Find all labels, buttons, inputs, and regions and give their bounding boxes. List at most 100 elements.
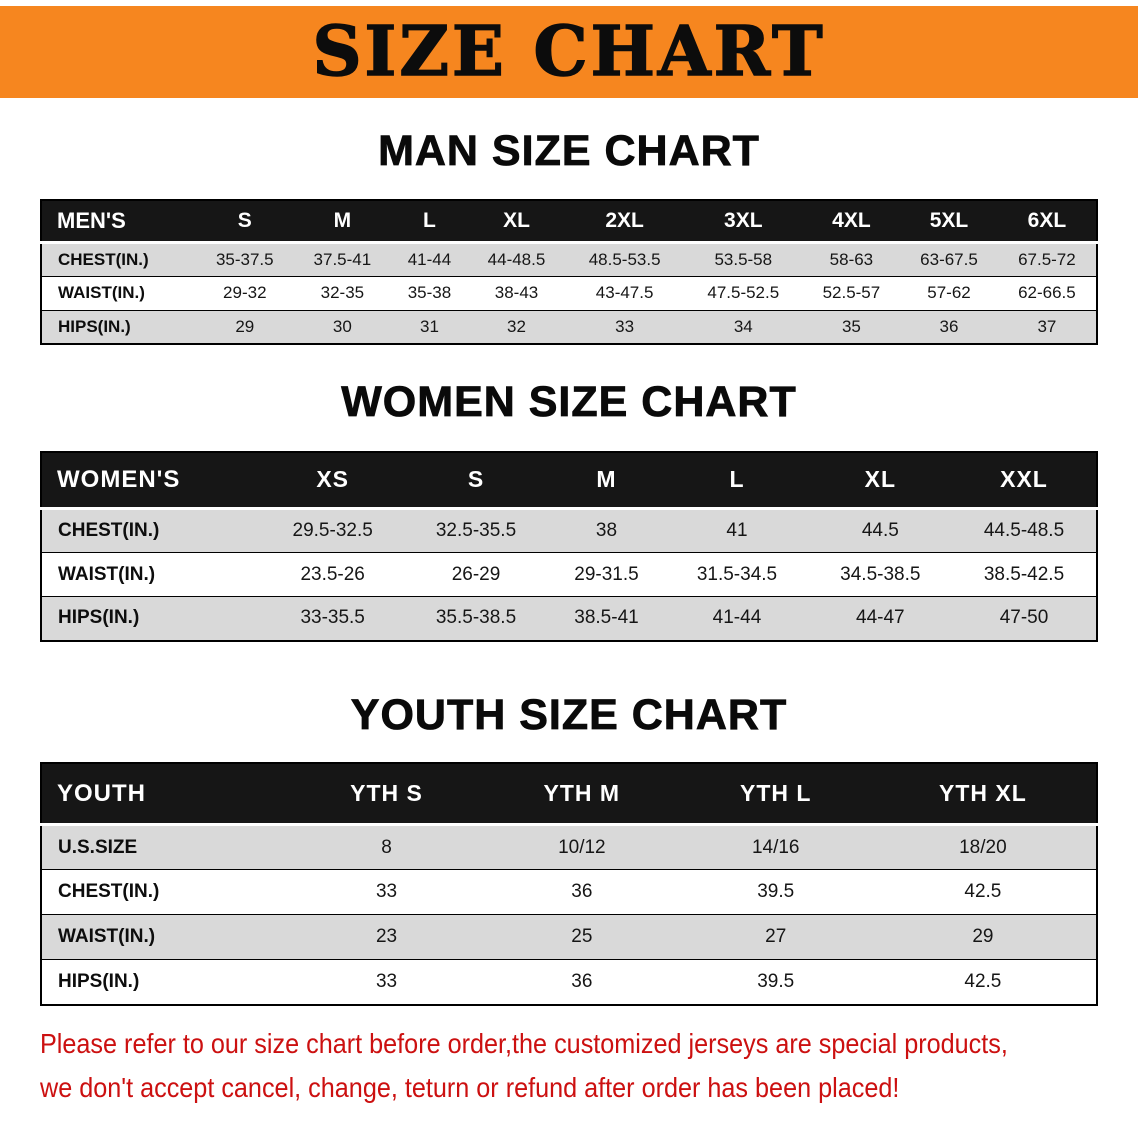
size-value-cell: 62-66.5 xyxy=(1018,283,1076,303)
size-value-cell: 25 xyxy=(571,926,593,948)
size-value-cell: 37.5-41 xyxy=(313,249,372,269)
row-label-cell: WAIST(IN.) xyxy=(58,283,145,303)
row-label-cell: HIPS(IN.) xyxy=(58,317,131,337)
size-value-cell: 29.5-32.5 xyxy=(292,520,373,542)
size-value-cell: 30 xyxy=(332,317,352,337)
size-value-cell: 39.5 xyxy=(757,881,795,903)
size-value-cell: 41-44 xyxy=(407,249,452,269)
size-value-cell: 33-35.5 xyxy=(300,607,365,629)
size-value-cell: 18/20 xyxy=(959,836,1007,858)
table-row: HIPS(IN.) 33-35.5 35.5-38.5 38.5-41 41-44 44-… xyxy=(41,596,1097,641)
size-value-cell: 67.5-72 xyxy=(1018,249,1076,269)
size-value-cell: 36 xyxy=(571,971,593,993)
size-value-cell: 35-38 xyxy=(407,283,452,303)
size-value-cell: 47-50 xyxy=(999,607,1049,629)
row-label-cell: CHEST(IN.) xyxy=(58,881,160,903)
size-value-cell: 53.5-58 xyxy=(714,249,773,269)
size-header-cell: 3XL xyxy=(683,200,803,243)
women-size-table: WOMEN'S XS S M L XL XXL CHEST(IN.) 29.5-32.5 32.5… xyxy=(40,450,1098,642)
size-value-cell: 32 xyxy=(507,317,526,337)
row-label-cell: HIPS(IN.) xyxy=(58,971,140,993)
size-header-cell: L xyxy=(391,200,468,243)
table-title-cell: MEN'S xyxy=(41,200,196,243)
size-value-cell: 32.5-35.5 xyxy=(435,520,517,542)
size-value-cell: 44.5-48.5 xyxy=(983,520,1065,542)
size-value-cell: 44-48.5 xyxy=(487,249,546,269)
row-label-cell: HIPS(IN.) xyxy=(58,607,140,629)
size-value-cell: 38.5-41 xyxy=(574,607,639,629)
size-header-cell: S xyxy=(196,200,294,243)
size-value-cell: 37 xyxy=(1037,317,1057,337)
size-value-cell: 42.5 xyxy=(964,971,1002,993)
size-value-cell: 36 xyxy=(939,317,959,337)
size-header-cell: YTH XL xyxy=(869,762,1097,825)
table-row: HIPS(IN.) 33 36 39.5 42.5 xyxy=(41,959,1097,1005)
size-header-cell: YTH M xyxy=(482,762,682,825)
table-title-cell: YOUTH xyxy=(41,762,291,825)
size-value-cell: 38.5-42.5 xyxy=(983,563,1065,585)
size-value-cell: 29-31.5 xyxy=(574,563,639,585)
size-value-cell: 33 xyxy=(375,881,398,903)
size-chart-page: SIZE CHART MAN SIZE CHART MEN'S S M L XL 2XL 3… xyxy=(0,6,1138,1110)
size-value-cell: 57-62 xyxy=(927,283,971,303)
banner: SIZE CHART xyxy=(0,6,1138,98)
size-value-cell: 27 xyxy=(765,926,787,948)
size-header-cell: YTH L xyxy=(681,762,870,825)
size-value-cell: 38-43 xyxy=(494,283,539,303)
size-table: YOUTH YTH S YTH M YTH L YTH XL U.S.SIZE 8 10/12… xyxy=(40,761,1098,1006)
size-header-cell: YTH S xyxy=(291,762,483,825)
table-row: WAIST(IN.) 23 25 27 29 xyxy=(41,914,1097,960)
size-value-cell: 48.5-53.5 xyxy=(588,249,661,269)
table-header-row: YOUTH YTH S YTH M YTH L YTH XL xyxy=(41,762,1097,825)
women-section-heading: WOMEN SIZE CHART xyxy=(341,378,797,427)
size-header-cell: 4XL xyxy=(802,200,901,243)
page-title: SIZE CHART xyxy=(312,11,826,93)
men-section-heading: MAN SIZE CHART xyxy=(378,127,760,175)
footer-notice: Please refer to our size chart before or… xyxy=(40,1022,1138,1110)
size-value-cell: 14/16 xyxy=(751,836,800,858)
size-value-cell: 10/12 xyxy=(558,836,606,858)
size-header-cell: M xyxy=(547,451,666,509)
size-value-cell: 52.5-57 xyxy=(822,283,881,303)
size-value-cell: 26-29 xyxy=(451,563,501,585)
table-row: CHEST(IN.) 35-37.5 37.5-41 41-44 44-48.5 48.5… xyxy=(41,242,1097,277)
row-label-cell: WAIST(IN.) xyxy=(58,563,156,585)
size-value-cell: 35 xyxy=(841,317,861,337)
size-value-cell: 41-44 xyxy=(712,607,762,629)
table-row: WAIST(IN.) 29-32 32-35 35-38 38-43 43-47.5 47.… xyxy=(41,276,1097,311)
size-value-cell: 42.5 xyxy=(964,881,1002,903)
size-value-cell: 43-47.5 xyxy=(595,283,654,303)
size-value-cell: 34 xyxy=(733,317,753,337)
youth-size-table: YOUTH YTH S YTH M YTH L YTH XL U.S.SIZE 8 10/12… xyxy=(40,761,1098,1006)
table-row: CHEST(IN.) 33 36 39.5 42.5 xyxy=(41,869,1097,915)
size-value-cell: 38 xyxy=(595,520,618,542)
size-value-cell: 63-67.5 xyxy=(920,249,978,269)
size-value-cell: 31 xyxy=(419,317,439,337)
size-value-cell: 32-35 xyxy=(320,283,365,303)
size-value-cell: 35.5-38.5 xyxy=(435,607,517,629)
table-row: CHEST(IN.) 29.5-32.5 32.5-35.5 38 41 44.5 44.5… xyxy=(41,508,1097,553)
size-table: MEN'S S M L XL 2XL 3XL 4XL 5XL 6XL CHEST(IN.) 35-37… xyxy=(40,199,1098,346)
youth-section-heading: YOUTH SIZE CHART xyxy=(350,690,788,739)
table-header-row: WOMEN'S XS S M L XL XXL xyxy=(41,451,1097,509)
size-value-cell: 36 xyxy=(571,881,593,903)
size-header-cell: XXL xyxy=(952,451,1097,509)
size-header-cell: XS xyxy=(261,451,405,509)
table-row: WAIST(IN.) 23.5-26 26-29 29-31.5 31.5-34.5 34… xyxy=(41,552,1097,597)
table-row: HIPS(IN.) 29 30 31 32 33 34 35 36 37 xyxy=(41,310,1097,345)
size-value-cell: 44.5 xyxy=(861,520,899,542)
size-value-cell: 23.5-26 xyxy=(300,563,365,585)
size-header-cell: 6XL xyxy=(997,200,1097,243)
size-value-cell: 29-32 xyxy=(223,283,267,303)
size-value-cell: 47.5-52.5 xyxy=(707,283,780,303)
size-header-cell: XL xyxy=(808,451,952,509)
table-row: U.S.SIZE 8 10/12 14/16 18/20 xyxy=(41,824,1097,870)
size-header-cell: S xyxy=(404,451,548,509)
size-value-cell: 58-63 xyxy=(829,249,874,269)
size-header-cell: 2XL xyxy=(565,200,684,243)
size-value-cell: 35-37.5 xyxy=(215,249,274,269)
size-value-cell: 8 xyxy=(381,836,392,858)
size-header-cell: XL xyxy=(467,200,566,243)
size-value-cell: 29 xyxy=(235,317,255,337)
row-label-cell: WAIST(IN.) xyxy=(58,926,156,948)
